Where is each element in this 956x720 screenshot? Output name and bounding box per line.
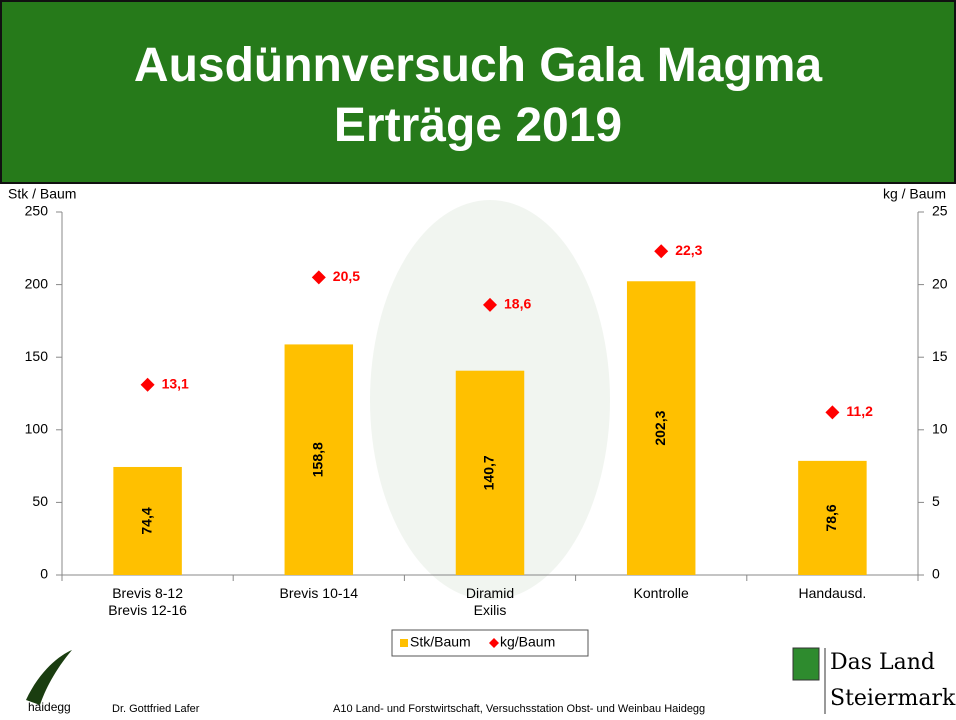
marker	[654, 244, 669, 259]
title: Ausdünnversuch Gala Magma Erträge 2019	[133, 39, 823, 152]
marker	[825, 405, 840, 420]
bar-value-label: 202,3	[652, 410, 668, 445]
bar	[284, 344, 354, 575]
bar	[798, 460, 867, 575]
author: Dr. Gottfried Lafer	[112, 703, 200, 715]
x-tick-label: Handausd.	[798, 585, 867, 601]
y2-axis-label: kg / Baum	[883, 186, 946, 202]
legend-label: kg/Baum	[500, 634, 555, 650]
marker-value-label: 22,3	[675, 242, 702, 258]
institution: A10 Land- und Forstwirtschaft, Versuchss…	[333, 703, 706, 715]
marker-value-label: 20,5	[333, 268, 360, 284]
legend-box	[391, 629, 589, 657]
brand: Steiermark	[830, 686, 956, 711]
legend-swatch	[400, 639, 408, 647]
legend-label: Stk/Baum	[410, 634, 471, 650]
legend-swatch	[489, 638, 499, 648]
logo-text: haidegg	[28, 700, 71, 714]
y2-tick-label: 10	[932, 421, 948, 437]
bar-value-label: 78,6	[823, 504, 839, 531]
y-axis-label: Stk / Baum	[8, 186, 76, 202]
y2-tick-label: 20	[932, 275, 948, 291]
bar-value-label: 158,8	[310, 442, 326, 477]
marker	[311, 270, 326, 285]
bar	[113, 466, 182, 575]
y2-tick-label: 5	[932, 493, 940, 509]
x-tick-label: Diramid Exilis	[465, 585, 515, 618]
y-tick-label: 150	[25, 348, 49, 364]
logo-mark	[26, 650, 72, 705]
header	[0, 0, 956, 184]
bar	[626, 281, 696, 575]
x-tick-label: Kontrolle	[633, 585, 689, 601]
y-tick-label: 250	[25, 203, 49, 219]
y-tick-label: 50	[32, 493, 48, 509]
bar	[455, 370, 525, 575]
marker	[483, 297, 497, 312]
bar-value-label: 140,7	[481, 455, 497, 490]
coat-of-arms	[792, 647, 820, 681]
y2-tick-label: 15	[932, 348, 948, 364]
marker-value-label: 13,1	[162, 375, 189, 391]
y-tick-label: 0	[40, 566, 48, 582]
marker	[140, 377, 155, 392]
x-tick-label: Brevis 8-12 Brevis 12-16	[108, 585, 187, 618]
brand: Das Land	[830, 650, 936, 675]
y-tick-label: 100	[25, 421, 49, 437]
x-tick-label: Brevis 10-14	[279, 585, 359, 601]
y-tick-label: 200	[25, 275, 49, 291]
y2-tick-label: 25	[932, 203, 948, 219]
marker-value-label: 18,6	[504, 296, 531, 312]
marker-value-label: 11,2	[846, 403, 873, 419]
bar-value-label: 74,4	[138, 507, 154, 534]
y2-tick-label: 0	[932, 566, 940, 582]
